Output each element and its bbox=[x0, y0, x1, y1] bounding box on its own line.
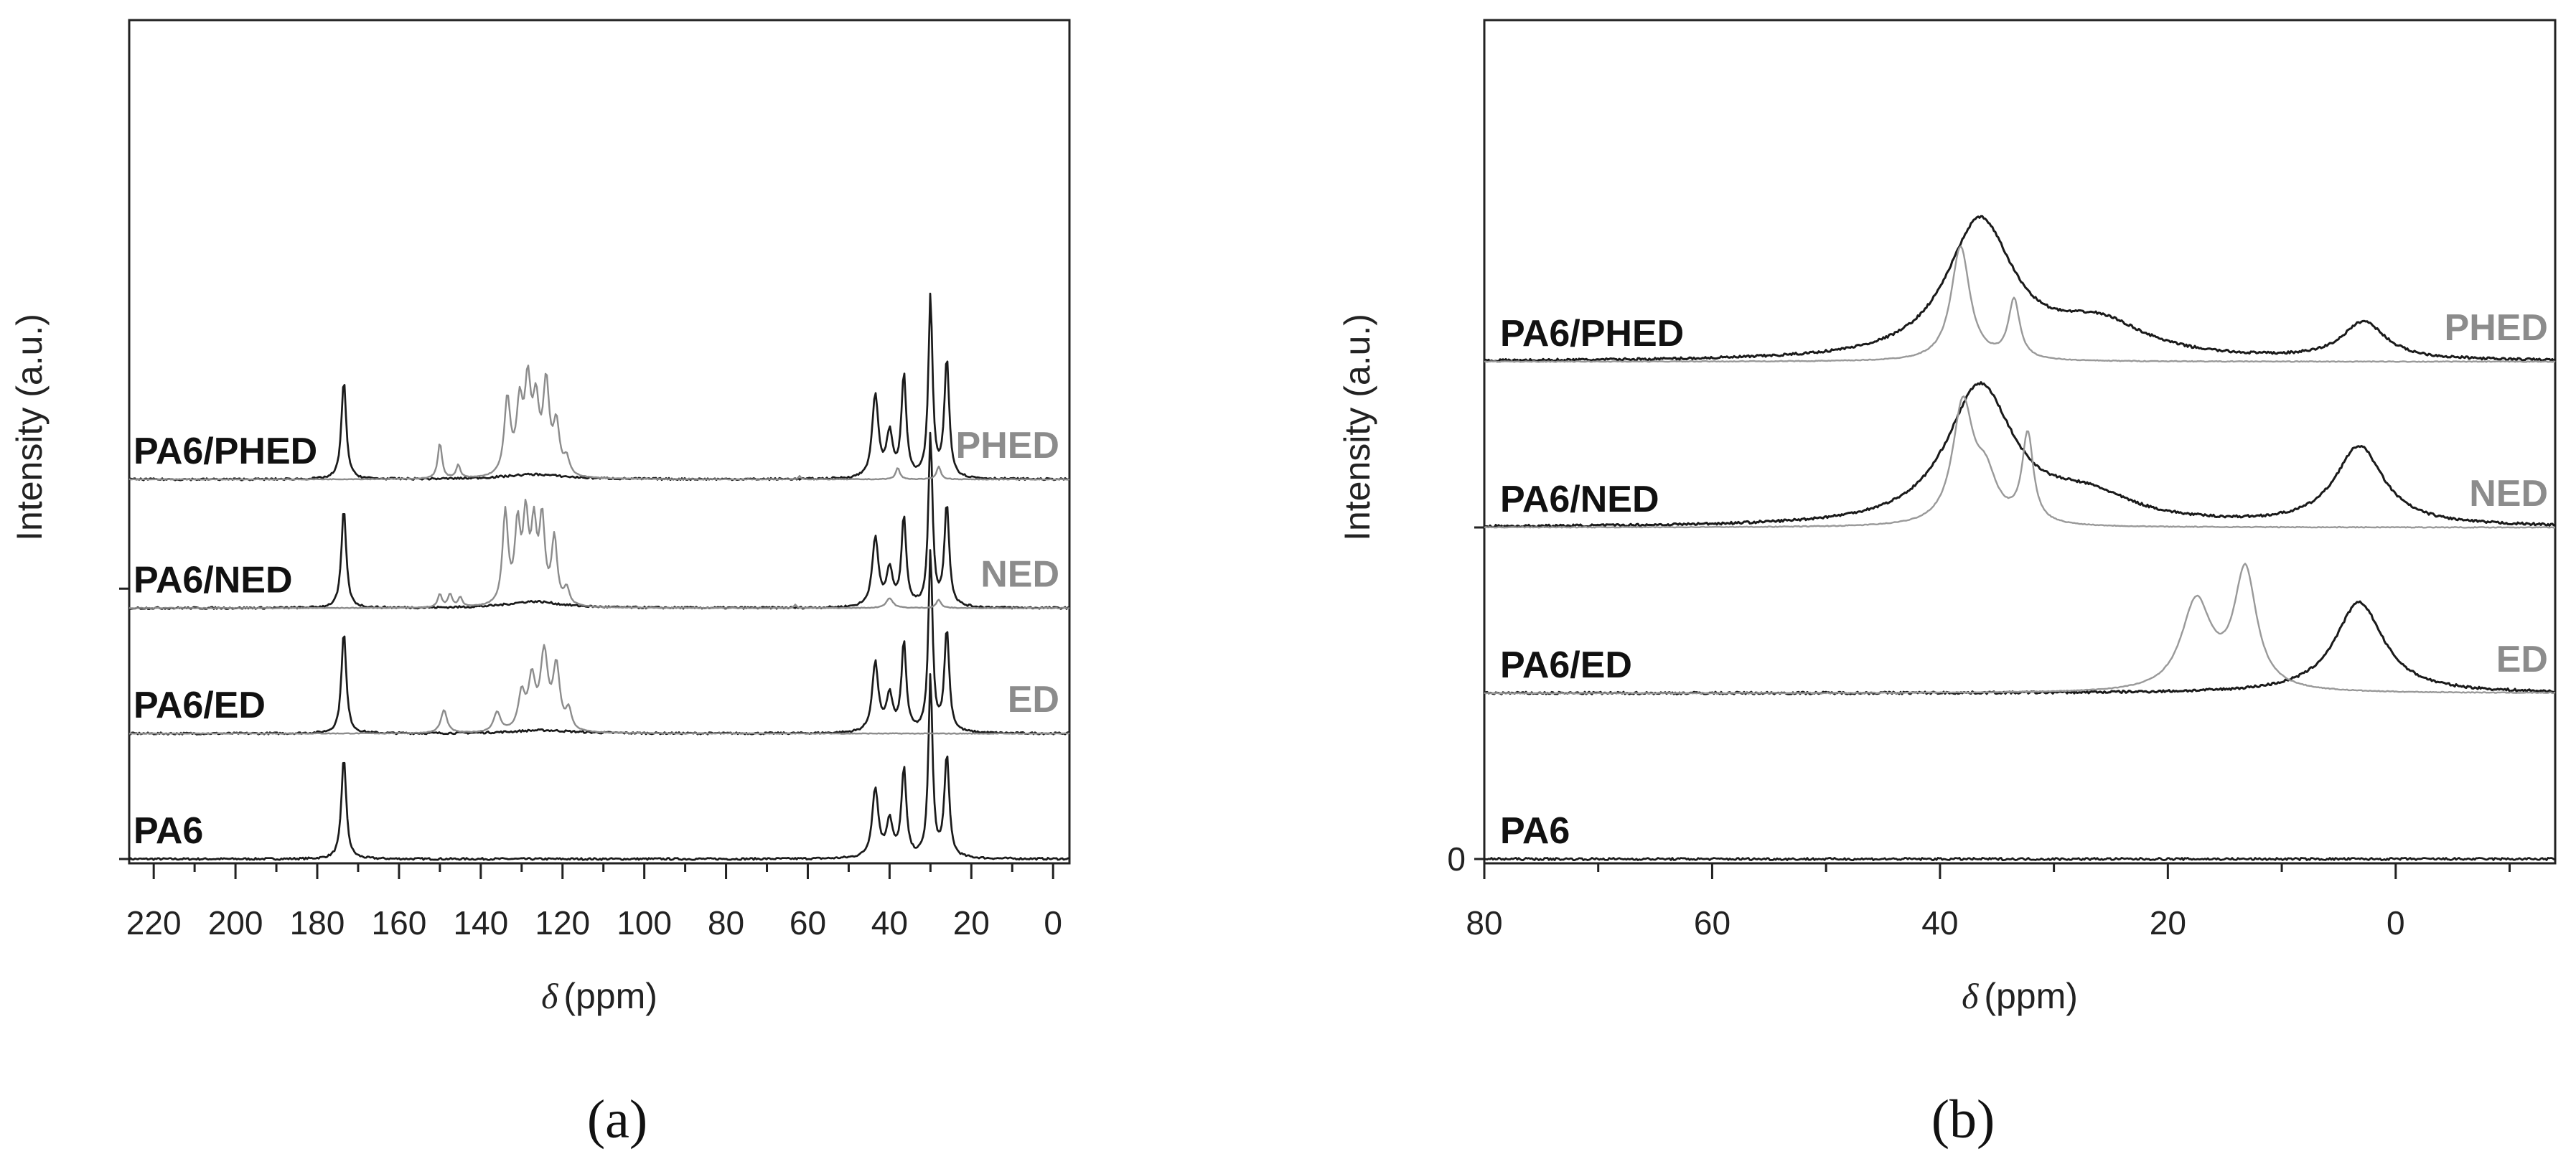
spectrum-line-pa6-phed-phed bbox=[1484, 245, 2556, 363]
y-axis-label: Intensity (a.u.) bbox=[9, 314, 50, 541]
chart-panel-b: 80 60 40 20 0 δ (ppm) Intensity (a.u.) 0 PA6 PA6/E… bbox=[1337, 19, 2557, 1150]
spectrum-pa6-ned: PA6/NED NED bbox=[1484, 381, 2556, 529]
spectrum-line-pa6 bbox=[1484, 857, 2556, 861]
sample-label-pa6-ed: PA6/ED bbox=[134, 685, 266, 726]
spectrum-pa6-phed: PA6/PHED PHED bbox=[128, 292, 1070, 482]
y-axis-label: Intensity (a.u.) bbox=[1337, 314, 1377, 541]
x-tick-label: 100 bbox=[617, 904, 672, 942]
panel-label: (b) bbox=[1931, 1089, 1995, 1150]
reference-label-ed: ED bbox=[2496, 639, 2548, 680]
y-zero-label: 0 bbox=[1447, 840, 1466, 878]
spectrum-line-pa6-ned-ned bbox=[1484, 395, 2556, 529]
x-tick-label: 120 bbox=[535, 904, 590, 942]
x-axis-label: δ (ppm) bbox=[541, 976, 657, 1016]
sample-label-pa6-phed: PA6/PHED bbox=[1500, 313, 1684, 355]
x-axis-label: δ (ppm) bbox=[1962, 976, 2078, 1016]
x-tick-label: 80 bbox=[708, 904, 744, 942]
sample-label-pa6-ned: PA6/NED bbox=[134, 559, 293, 601]
spectrum-line-pa6 bbox=[128, 672, 1070, 861]
sample-label-pa6-phed: PA6/PHED bbox=[134, 431, 317, 472]
x-axis-symbol: δ bbox=[1962, 976, 1979, 1016]
reference-label-phed: PHED bbox=[2445, 307, 2548, 349]
x-axis-unit: (ppm) bbox=[1984, 976, 2078, 1016]
x-tick-label: 80 bbox=[1466, 904, 1502, 942]
spectrum-line-pa6-phed bbox=[1484, 215, 2557, 362]
x-tick-label: 180 bbox=[290, 904, 345, 942]
chart-panel-a: 220 200 180 160 140 120 100 80 60 40 20 0δ (ppm)Inte… bbox=[9, 19, 1071, 1150]
spectrum-line-pa6-phed-phed bbox=[128, 365, 1070, 481]
x-tick-label: 20 bbox=[2150, 904, 2186, 942]
spectrum-pa6: PA6 bbox=[128, 672, 1070, 861]
sample-label-pa6: PA6 bbox=[1500, 810, 1570, 852]
x-tick-label: 0 bbox=[2387, 904, 2405, 942]
reference-label-ned: NED bbox=[2469, 473, 2548, 515]
panel-label: (a) bbox=[587, 1089, 647, 1150]
x-tick-label: 60 bbox=[1694, 904, 1730, 942]
reference-label-ned: NED bbox=[980, 553, 1059, 595]
sample-label-pa6-ned: PA6/NED bbox=[1500, 479, 1659, 520]
x-axis-symbol: δ bbox=[541, 976, 558, 1016]
x-tick-label: 40 bbox=[1921, 904, 1958, 942]
spectrum-pa6-ed: PA6/ED ED bbox=[128, 549, 1070, 736]
x-tick-label: 60 bbox=[790, 904, 826, 942]
spectrum-line-pa6-ed-ed bbox=[128, 644, 1070, 735]
x-tick-label: 20 bbox=[953, 904, 990, 942]
x-tick-label: 0 bbox=[1044, 904, 1062, 942]
x-tick-label: 160 bbox=[372, 904, 427, 942]
x-tick-label: 220 bbox=[126, 904, 182, 942]
spectrum-line-pa6-ned bbox=[1484, 381, 2556, 529]
reference-label-ed: ED bbox=[1008, 679, 1059, 721]
spectrum-pa6-ned: PA6/NED NED bbox=[128, 431, 1070, 610]
spectrum-line-pa6-ed-ed bbox=[1484, 563, 2556, 695]
x-axis-unit: (ppm) bbox=[563, 976, 657, 1016]
spectrum-pa6-phed: PA6/PHED PHED bbox=[1484, 215, 2557, 363]
x-tick-label: 140 bbox=[453, 904, 508, 942]
spectrum-line-pa6-ed bbox=[1484, 600, 2556, 695]
spectrum-pa6-ed: PA6/ED ED bbox=[1484, 563, 2556, 695]
sample-label-pa6-ed: PA6/ED bbox=[1500, 644, 1632, 686]
x-tick-label: 40 bbox=[871, 904, 908, 942]
sample-label-pa6: PA6 bbox=[134, 810, 203, 852]
spectrum-line-pa6-ned-ned bbox=[128, 499, 1070, 609]
spectrum-pa6: PA6 bbox=[1484, 810, 2556, 861]
reference-label-phed: PHED bbox=[956, 425, 1059, 466]
plot-frame bbox=[128, 19, 1071, 865]
plot-frame bbox=[1483, 19, 2557, 865]
x-tick-label: 200 bbox=[208, 904, 263, 942]
